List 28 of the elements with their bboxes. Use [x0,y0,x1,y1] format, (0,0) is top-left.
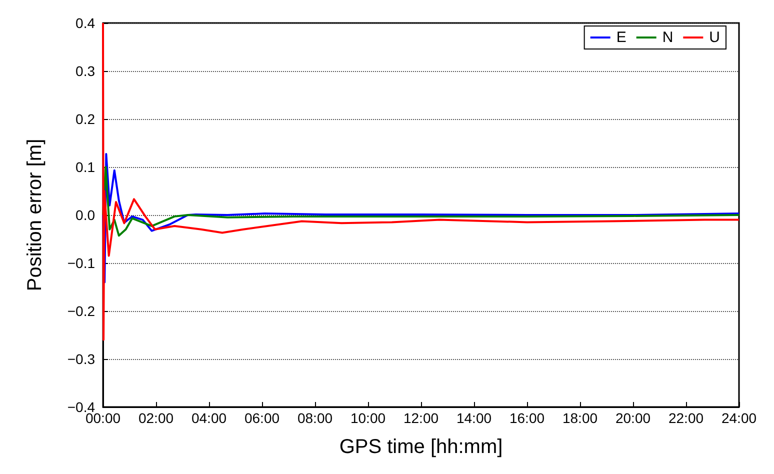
y-tick-label: −0.2 [67,303,96,319]
y-tick-label: 0.3 [76,63,96,79]
x-tick-label: 08:00 [297,410,333,426]
y-tick-label: 0.2 [76,111,96,127]
x-tick-label: 16:00 [509,410,545,426]
y-tick-label: 0.0 [76,207,96,223]
line-series [102,153,740,284]
x-tick-label: 20:00 [615,410,651,426]
y-axis-title: Position error [m] [24,138,46,292]
x-tick-label: 14:00 [456,410,492,426]
x-tick-label: 24:00 [721,410,757,426]
y-tick-label: −0.3 [67,351,96,367]
line-series [102,22,740,341]
x-tick-label: 22:00 [668,410,704,426]
x-tick-label: 02:00 [138,410,174,426]
legend-label: E [616,29,626,46]
y-tick-label: 0.1 [76,159,96,175]
legend-label: U [709,29,720,46]
line-series [102,166,740,237]
x-tick-label: 10:00 [350,410,386,426]
y-tick-label: 0.4 [76,15,96,31]
y-tick-label: −0.1 [67,255,96,271]
legend-label: N [662,29,674,46]
x-tick-label: 06:00 [244,410,280,426]
x-tick-label: 04:00 [191,410,227,426]
x-axis-title: GPS time [hh:mm] [339,436,503,458]
x-tick-label: 18:00 [562,410,598,426]
x-tick-label: 12:00 [403,410,439,426]
